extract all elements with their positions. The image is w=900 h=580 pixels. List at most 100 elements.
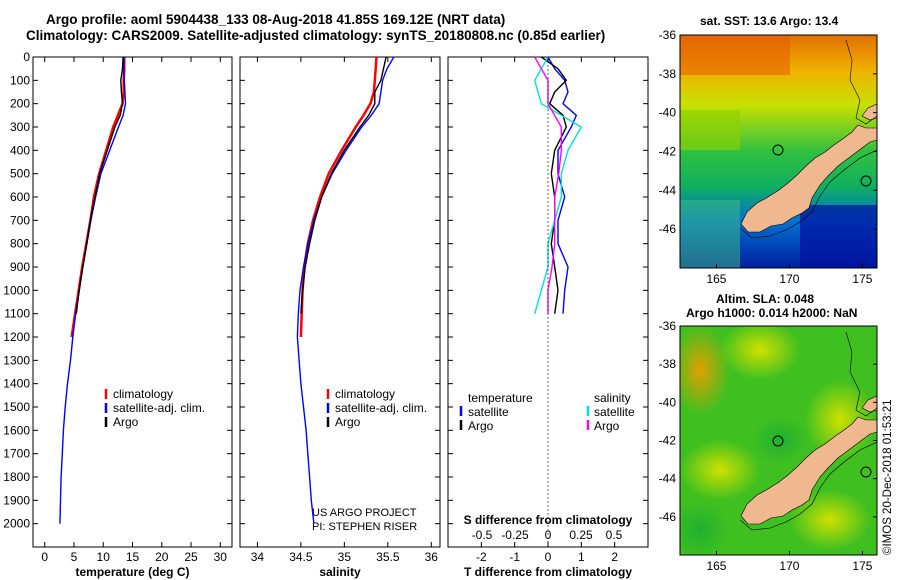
diff-xlabel: T difference from climatology [464,565,632,579]
temp-ytick-label: 200 [10,97,30,111]
temp-ytick-label: 600 [10,190,30,204]
temp-xtick-label: 25 [184,550,198,564]
sla-map-ytick-label: -36 [659,319,677,333]
argo-position-marker [772,144,784,156]
diff-series-s-satellite [533,56,583,314]
temp-ytick-label: 900 [10,260,30,274]
temp-xtick-label: 10 [97,550,111,564]
sla-map-xtick-label: 175 [852,559,872,573]
sla-map-ytick-label: -46 [659,510,677,524]
temp-xtick-label: 15 [126,550,140,564]
diff-legend-sal-sat: satellite [594,405,635,419]
diff-top-tick-label: 0 [545,528,552,542]
sal-legend-label: climatology [335,387,395,401]
figure-title-line2: Climatology: CARS2009. Satellite-adjuste… [26,28,606,43]
temp-ytick-label: 1300 [3,353,30,367]
diff-top-tick-label: -0.25 [501,528,529,542]
sst-map [679,34,878,269]
temp-xtick-label: 5 [71,550,78,564]
diff-legend-sal-argo: Argo [594,419,620,433]
temp-ytick-label: 1200 [3,330,30,344]
diff-top-tick-label: 0.25 [569,528,593,542]
diff-xtick-label: -2 [476,550,487,564]
sla-map-title-line2: Argo h1000: 0.014 h2000: NaN [686,306,858,320]
sst-map-ytick-label: -42 [659,145,677,159]
sal-xtick-label: 34.5 [289,550,313,564]
temp-ytick-label: 1000 [3,283,30,297]
sal-panel: 34 34.5 35 35.5 36 salinity climatologysatelli… [239,56,441,579]
diff-legend-temp-argo: Argo [468,419,494,433]
sal-xtick-label: 34 [251,550,265,564]
diff-xtick-label: 0 [545,550,552,564]
sal-legend-label: Argo [335,415,361,429]
temp-xtick-label: 30 [214,550,228,564]
sal-series-argo [300,56,387,314]
sla-map-axes: 165 170 175 -36 -38 -40 -42 -44 -46 [659,319,877,573]
temp-frame [32,56,233,548]
sst-map-title: sat. SST: 13.6 Argo: 13.4 [700,14,839,28]
sal-series-climatology [299,56,378,338]
temp-ytick-label: 1600 [3,423,30,437]
temp-series-climatology [70,57,126,338]
diff-top-tick-label: 0.5 [606,528,623,542]
sst-map-xtick-label: 170 [779,272,799,286]
temp-ytick-label: 300 [10,120,30,134]
diff-series-t-satellite [547,56,578,314]
temp-xlabel: temperature (deg C) [75,565,189,579]
temp-ytick-label: 1100 [4,307,30,321]
temp-ytick-label: 1500 [3,400,30,414]
diff-legend-temp-title: temperature [468,391,533,405]
sal-frame [239,56,441,548]
diff-xtick-label: -1 [509,550,520,564]
temp-panel: 0 5 10 15 20 25 300100200300400500600700800900… [3,50,233,579]
figure-title-line1: Argo profile: aoml 5904438_133 08-Aug-20… [46,12,506,27]
diff-extras: S difference from climatology-0.5 -0.25 0 0… [459,57,635,547]
sst-map-axes: 165 170 175 -36 -38 -40 -42 -44 -46 [659,28,877,286]
diff-series-s-argo [534,56,562,314]
sal-xtick-label: 35 [338,550,352,564]
diff-xtick-label: 2 [611,550,618,564]
argo-position-marker-sla [772,435,784,447]
sla-map-ytick-label: -40 [659,395,677,409]
sla-map-ytick-label: -38 [659,357,677,371]
south-island-land [740,124,877,233]
sla-map-title-line1: Altim. SLA: 0.048 [716,292,815,306]
diff-legend-temp-sat: satellite [468,405,509,419]
sal-xtick-label: 35.5 [376,550,400,564]
temp-ytick-label: 800 [10,237,30,251]
sla-map [679,325,878,556]
temp-ytick-label: 0 [23,50,30,64]
sal-series-satellite-adj-clim- [296,56,395,524]
south-island-land-sla [740,416,877,525]
sst-map-ytick-label: -40 [659,106,677,120]
temp-legend-label: Argo [113,415,139,429]
sal-xtick-label: 36 [425,550,439,564]
temp-ytick-label: 1900 [3,493,30,507]
diff-top-tick-label: -0.5 [472,528,493,542]
sst-map-ytick-label: -46 [659,222,677,236]
sla-map-ytick-label: -42 [659,434,677,448]
temp-series-argo [75,56,124,314]
temp-ytick-label: 1800 [3,470,30,484]
credit-pi: PI: STEPHEN RISER [312,521,417,533]
temp-ytick-label: 1400 [3,377,30,391]
temp-ytick-label: 100 [10,73,30,87]
sal-xlabel: salinity [319,565,361,579]
sla-map-xtick-label: 170 [779,559,799,573]
diff-legend-sal-title: salinity [594,391,631,405]
temp-ytick-label: 700 [10,213,30,227]
diff-xlabel-top: S difference from climatology [464,513,633,527]
temp-ytick-label: 400 [10,143,30,157]
sst-map-xtick-label: 165 [706,272,726,286]
sla-map-xtick-label: 165 [706,559,726,573]
temp-ytick-label: 1700 [3,447,30,461]
sal-legend-label: satellite-adj. clim. [335,401,427,415]
temp-legend-label: satellite-adj. clim. [113,401,205,415]
temp-ytick-label: 2000 [3,517,30,531]
north-island-land [861,103,877,121]
credit-project: US ARGO PROJECT [312,507,417,519]
sst-map-ytick-label: -44 [659,183,677,197]
temp-xtick-label: 20 [155,550,169,564]
